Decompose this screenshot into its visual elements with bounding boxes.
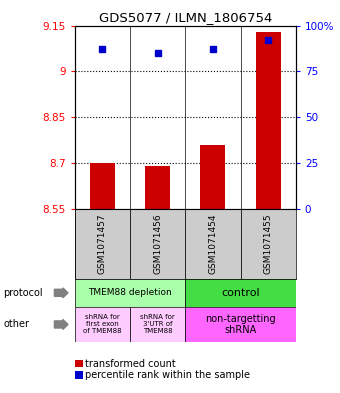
Text: shRNA for
first exon
of TMEM88: shRNA for first exon of TMEM88 xyxy=(83,314,122,334)
Text: transformed count: transformed count xyxy=(85,358,176,369)
Text: non-targetting
shRNA: non-targetting shRNA xyxy=(205,314,276,335)
Text: TMEM88 depletion: TMEM88 depletion xyxy=(88,288,172,298)
Text: shRNA for
3'UTR of
TMEM88: shRNA for 3'UTR of TMEM88 xyxy=(140,314,175,334)
Bar xyxy=(90,163,115,209)
Text: control: control xyxy=(221,288,260,298)
Text: GSM1071457: GSM1071457 xyxy=(98,213,107,274)
Text: protocol: protocol xyxy=(3,288,43,298)
Text: other: other xyxy=(3,320,29,329)
Text: GSM1071455: GSM1071455 xyxy=(264,213,273,274)
Bar xyxy=(130,209,185,279)
Text: GSM1071456: GSM1071456 xyxy=(153,213,162,274)
Text: GSM1071454: GSM1071454 xyxy=(208,213,217,274)
Bar xyxy=(130,307,185,342)
Bar xyxy=(185,209,241,279)
Bar xyxy=(185,307,296,342)
Bar xyxy=(75,279,185,307)
Bar xyxy=(75,307,130,342)
Bar xyxy=(201,145,225,209)
Bar xyxy=(241,209,296,279)
Bar xyxy=(256,32,280,209)
Bar xyxy=(185,279,296,307)
Text: percentile rank within the sample: percentile rank within the sample xyxy=(85,370,250,380)
Title: GDS5077 / ILMN_1806754: GDS5077 / ILMN_1806754 xyxy=(99,11,272,24)
Bar xyxy=(145,166,170,209)
Bar xyxy=(75,209,130,279)
